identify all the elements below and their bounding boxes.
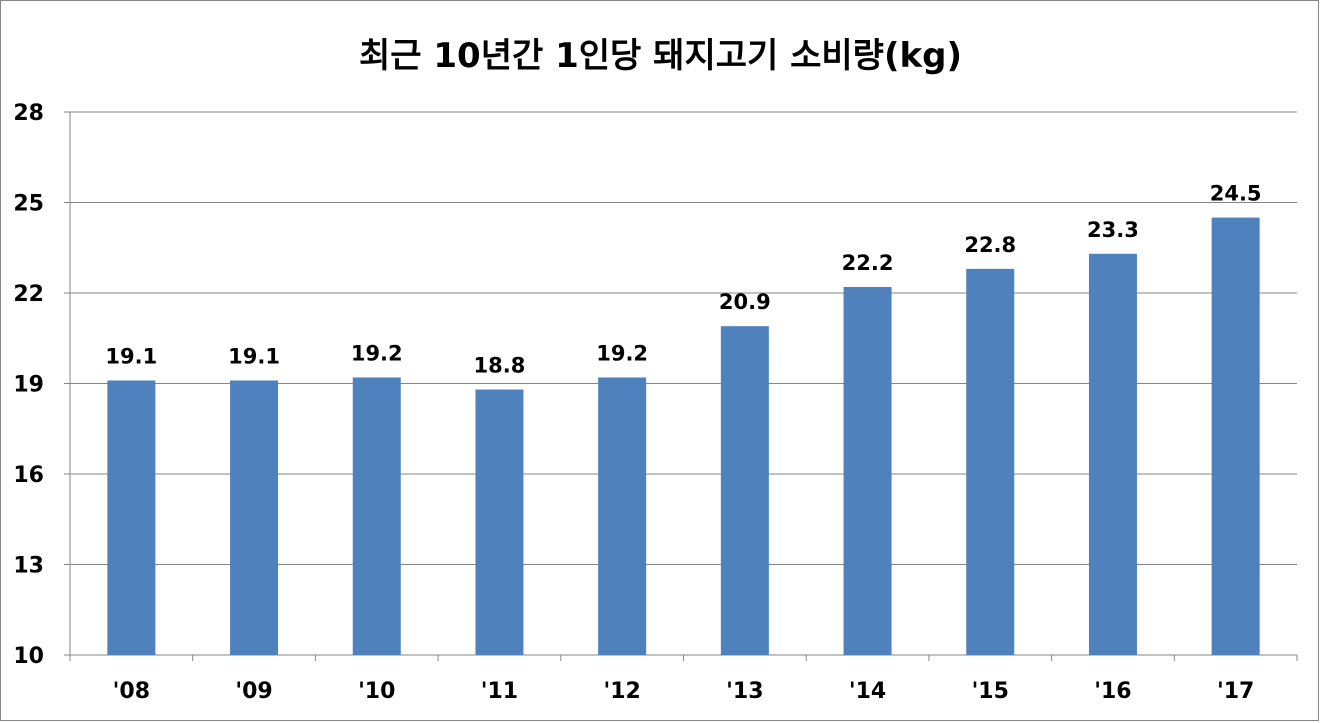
x-tick-label: '10 bbox=[358, 679, 395, 704]
bar bbox=[1211, 217, 1260, 656]
data-label: 19.2 bbox=[351, 341, 403, 365]
data-label: 18.8 bbox=[474, 354, 526, 378]
bar bbox=[230, 380, 279, 655]
x-tick-label: '08 bbox=[113, 679, 150, 704]
bar bbox=[475, 389, 524, 655]
data-label: 19.1 bbox=[228, 344, 280, 368]
bar bbox=[352, 377, 401, 655]
bars bbox=[107, 217, 1260, 656]
y-tick-label: 22 bbox=[13, 282, 44, 307]
data-label: 19.1 bbox=[105, 344, 157, 368]
x-tick-label: '17 bbox=[1217, 679, 1254, 704]
bar bbox=[1088, 253, 1137, 656]
x-tick-labels: '08 '09 '10 '11 '12 '13 '14 '15 '16 '17 bbox=[113, 679, 1255, 704]
x-tick-label: '11 bbox=[481, 679, 518, 704]
y-tick-label: 16 bbox=[13, 463, 44, 488]
bar bbox=[843, 286, 892, 655]
x-tick-label: '14 bbox=[849, 679, 886, 704]
x-tick-label: '13 bbox=[726, 679, 763, 704]
y-tick-label: 10 bbox=[13, 644, 44, 669]
y-tick-labels: 10 13 16 19 22 25 28 bbox=[13, 101, 44, 669]
bar bbox=[720, 326, 769, 655]
bar bbox=[598, 377, 647, 655]
data-label: 23.3 bbox=[1087, 218, 1139, 242]
data-label: 19.2 bbox=[596, 341, 648, 365]
data-label: 20.9 bbox=[719, 290, 771, 314]
data-labels: 19.1 19.1 19.2 18.8 19.2 20.9 22.2 22.8 23.3 24.5 bbox=[105, 182, 1261, 378]
y-tick-label: 13 bbox=[13, 554, 44, 579]
x-tick-label: '16 bbox=[1094, 679, 1131, 704]
y-tick-label: 19 bbox=[13, 373, 44, 398]
bar bbox=[966, 268, 1015, 655]
y-tick-label: 25 bbox=[13, 192, 44, 217]
bar bbox=[107, 380, 156, 655]
chart-title: 최근 10년간 1인당 돼지고기 소비량(kg) bbox=[359, 36, 962, 76]
x-tick-label: '12 bbox=[603, 679, 640, 704]
y-tick-label: 28 bbox=[13, 101, 44, 126]
data-label: 22.8 bbox=[964, 233, 1016, 257]
x-tick-label: '09 bbox=[235, 679, 272, 704]
x-tick-label: '15 bbox=[972, 679, 1009, 704]
data-label: 22.2 bbox=[842, 251, 894, 275]
data-label: 24.5 bbox=[1210, 182, 1262, 206]
